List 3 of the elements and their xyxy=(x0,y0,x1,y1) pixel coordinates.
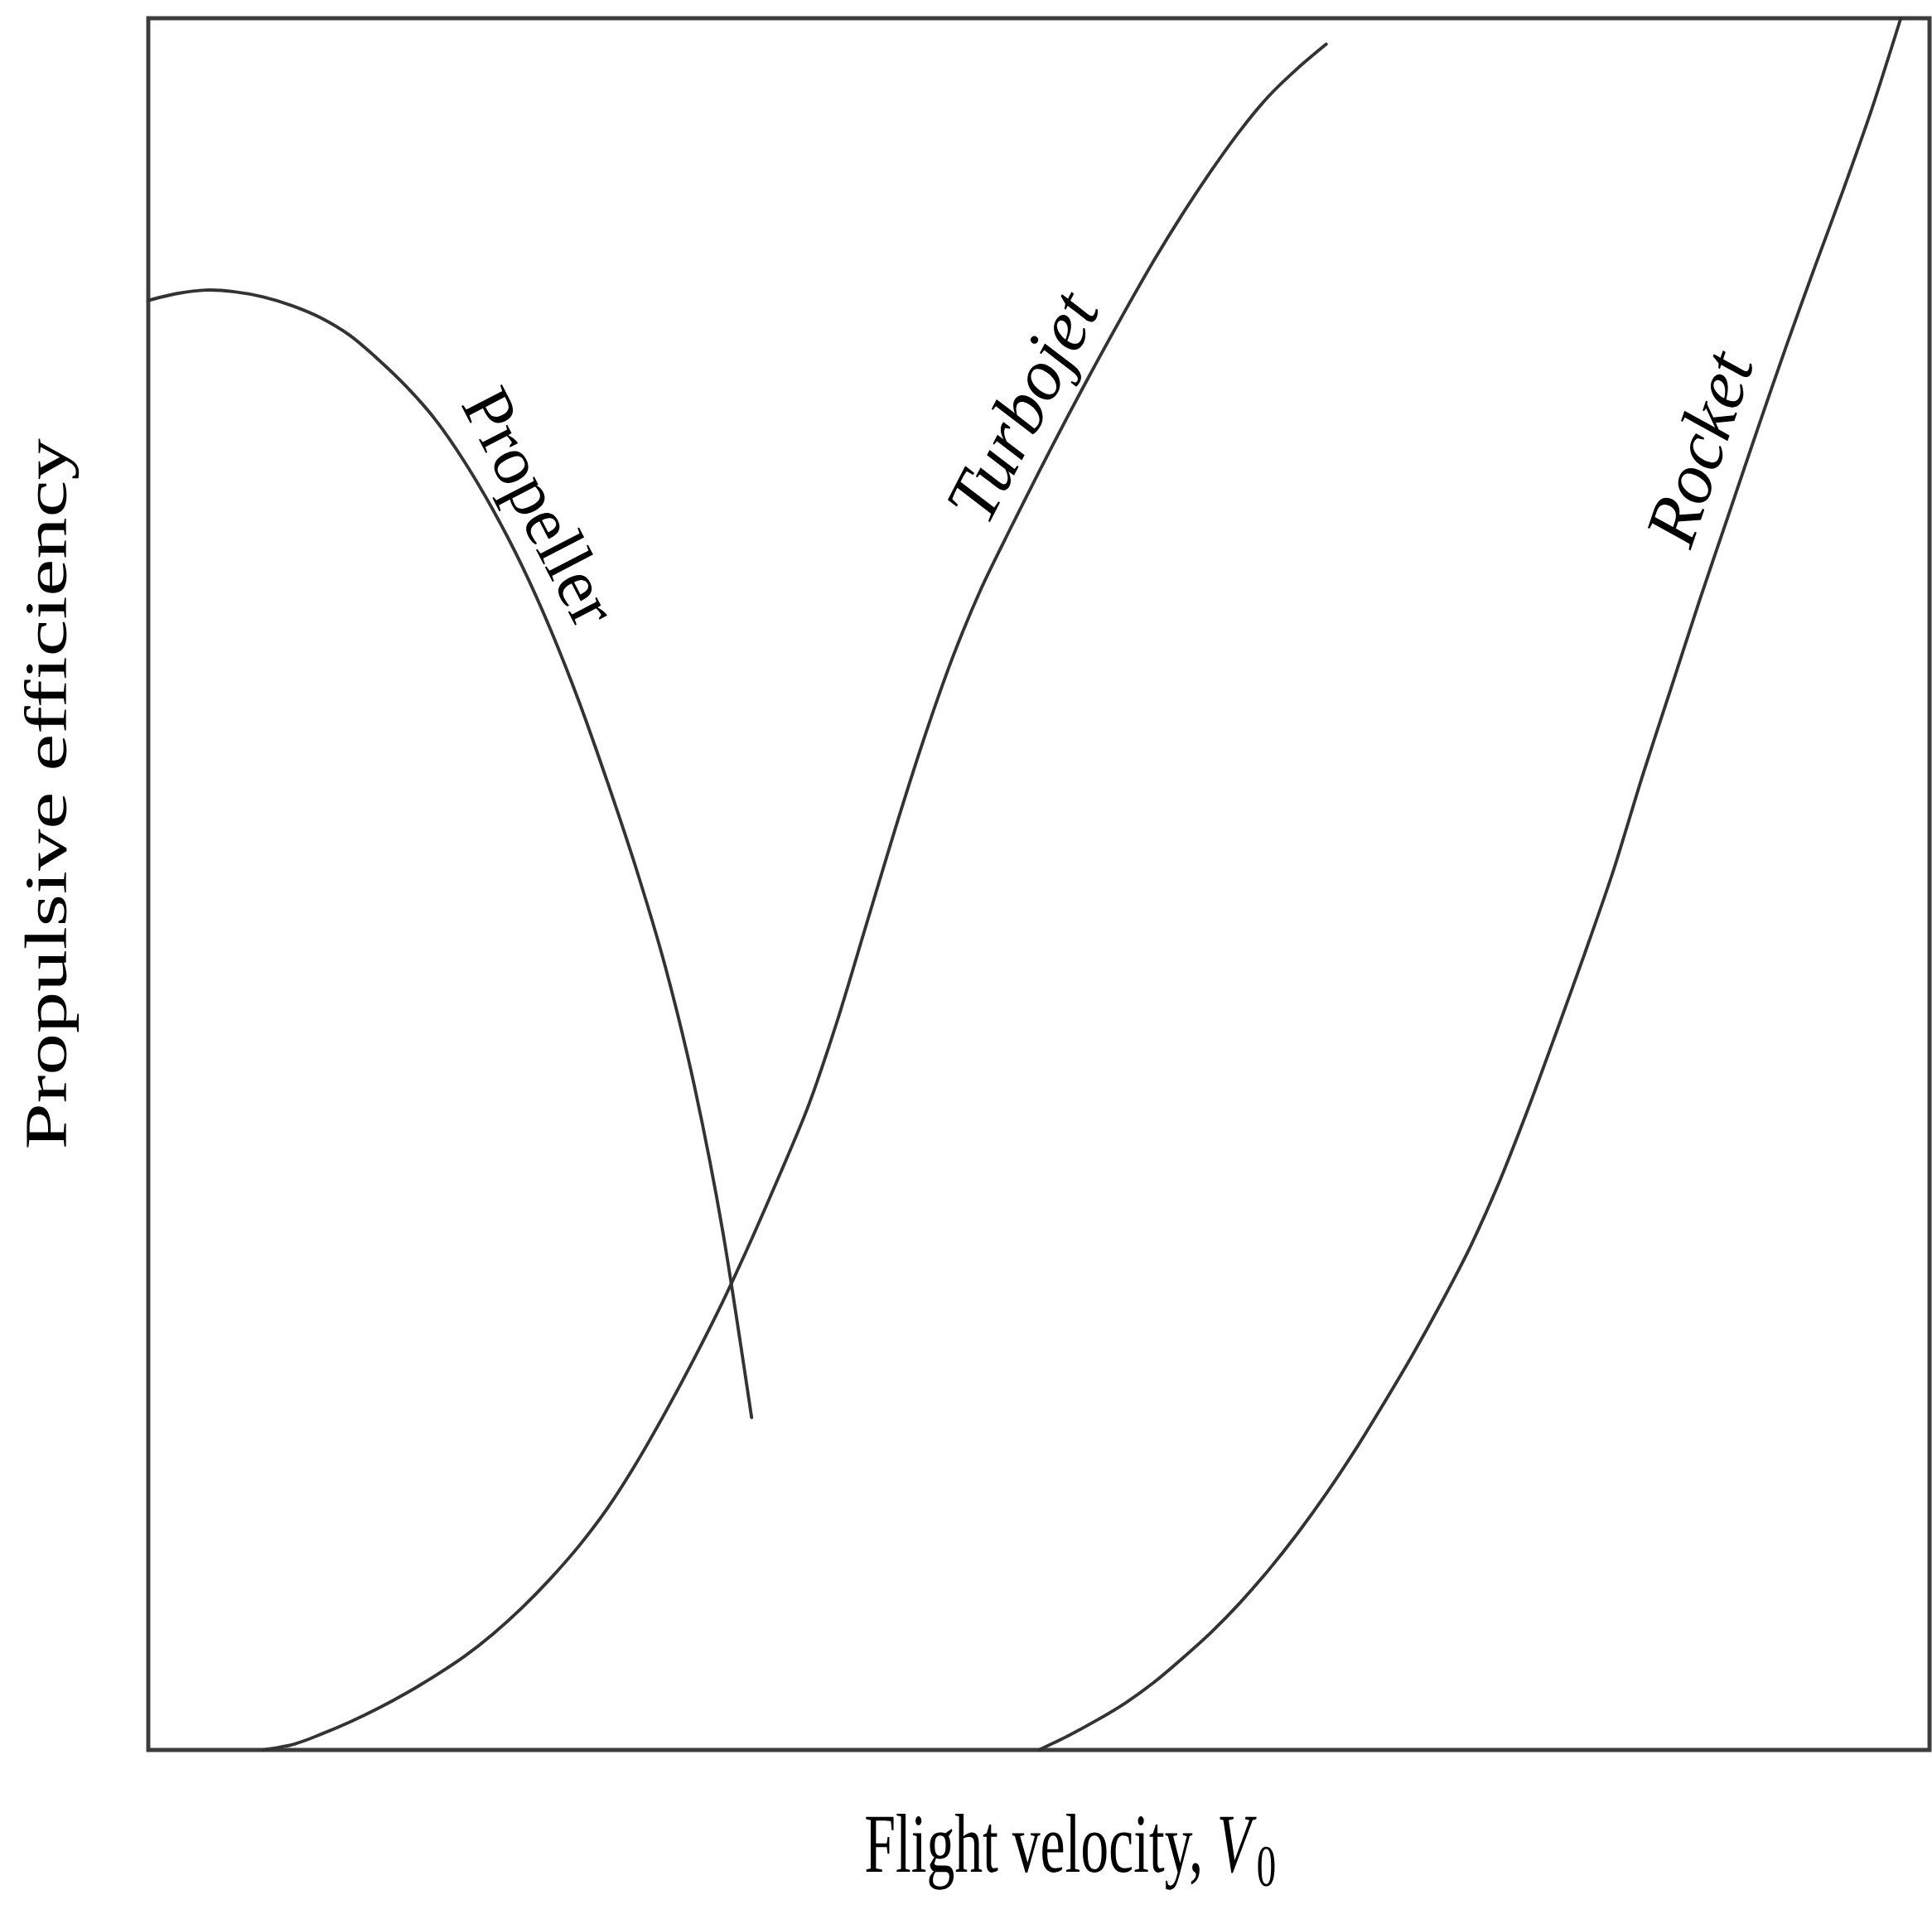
x-axis-title: Flight velocity, V$_{0}$ xyxy=(866,1813,1275,1890)
text: Rocket xyxy=(1648,350,1752,551)
y-axis-title: Propulsive efficiency xyxy=(23,438,80,1148)
